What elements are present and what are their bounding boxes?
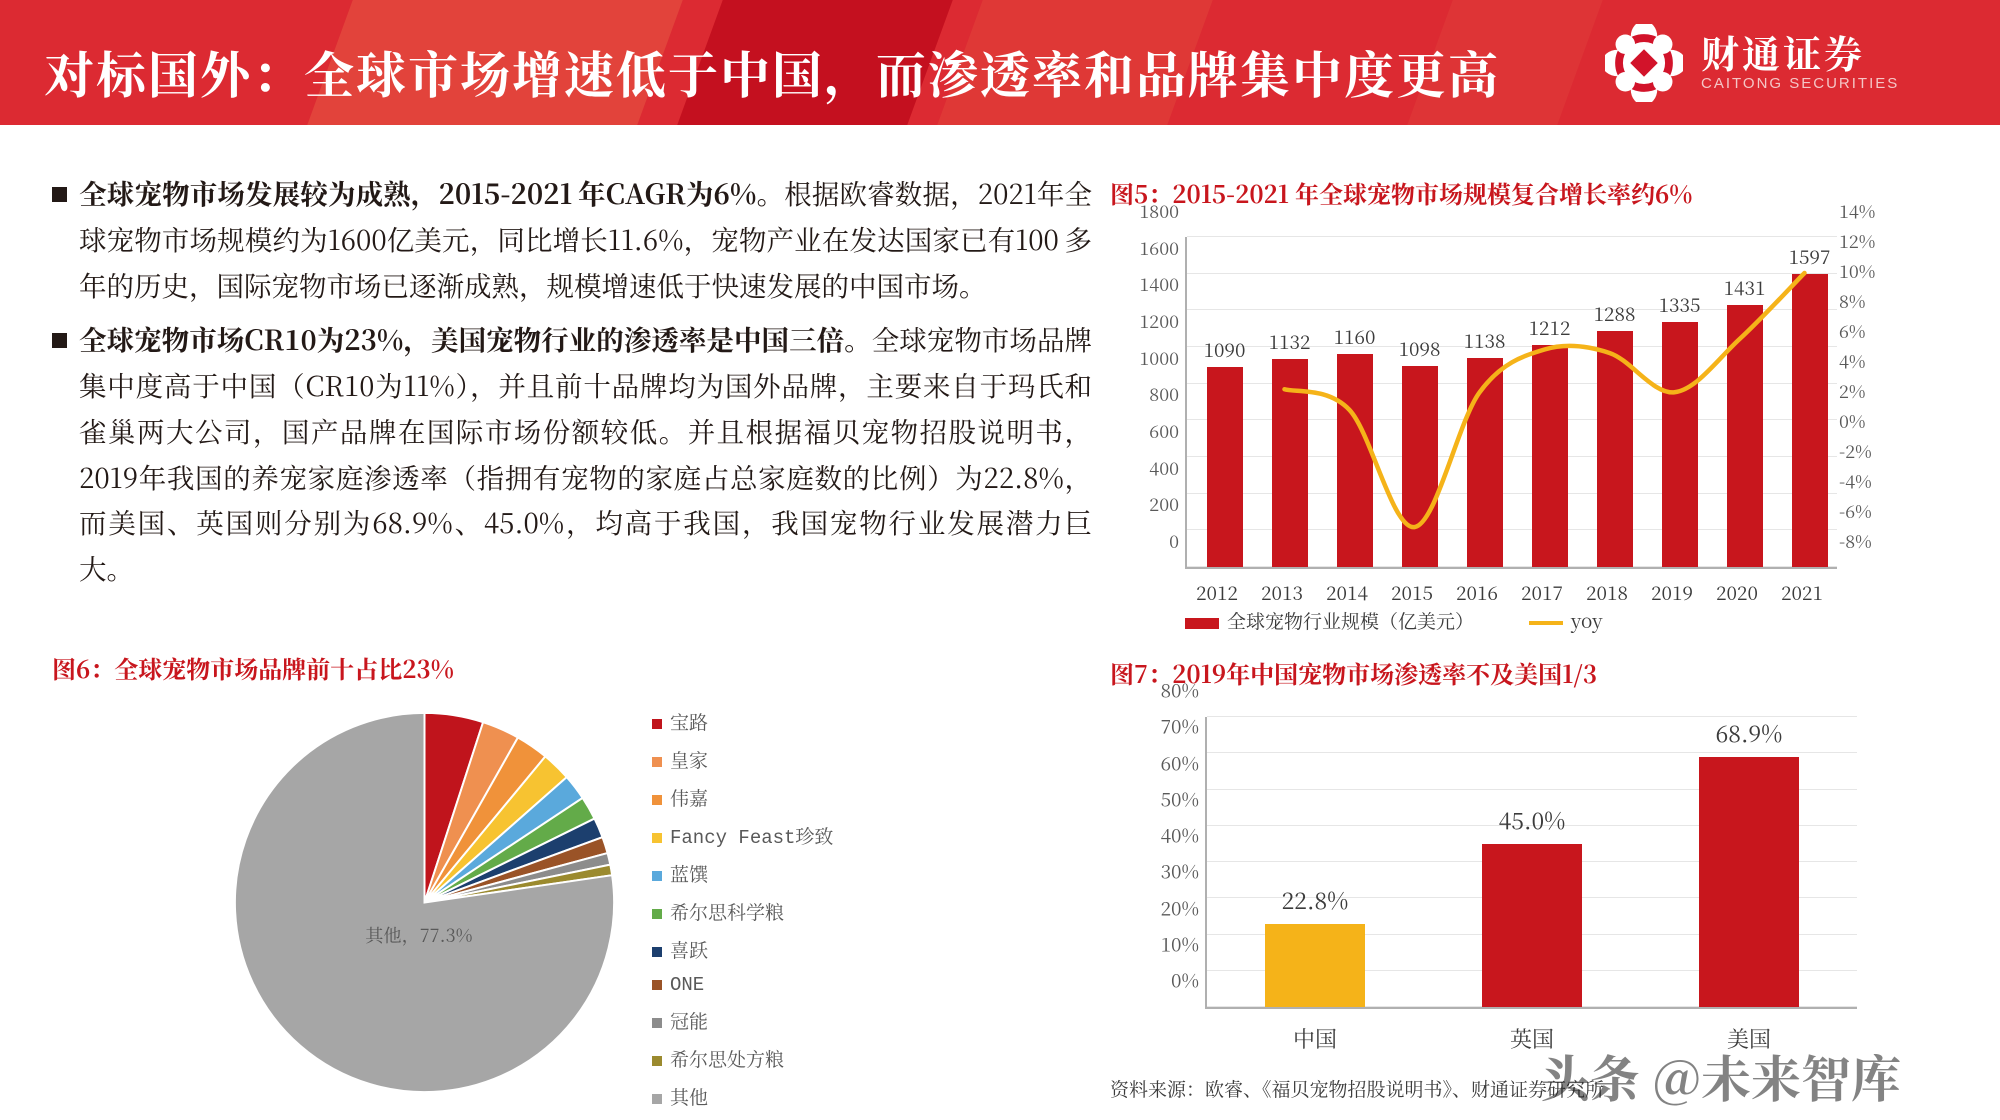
- svg-text:其他，77.3%: 其他，77.3%: [365, 922, 472, 948]
